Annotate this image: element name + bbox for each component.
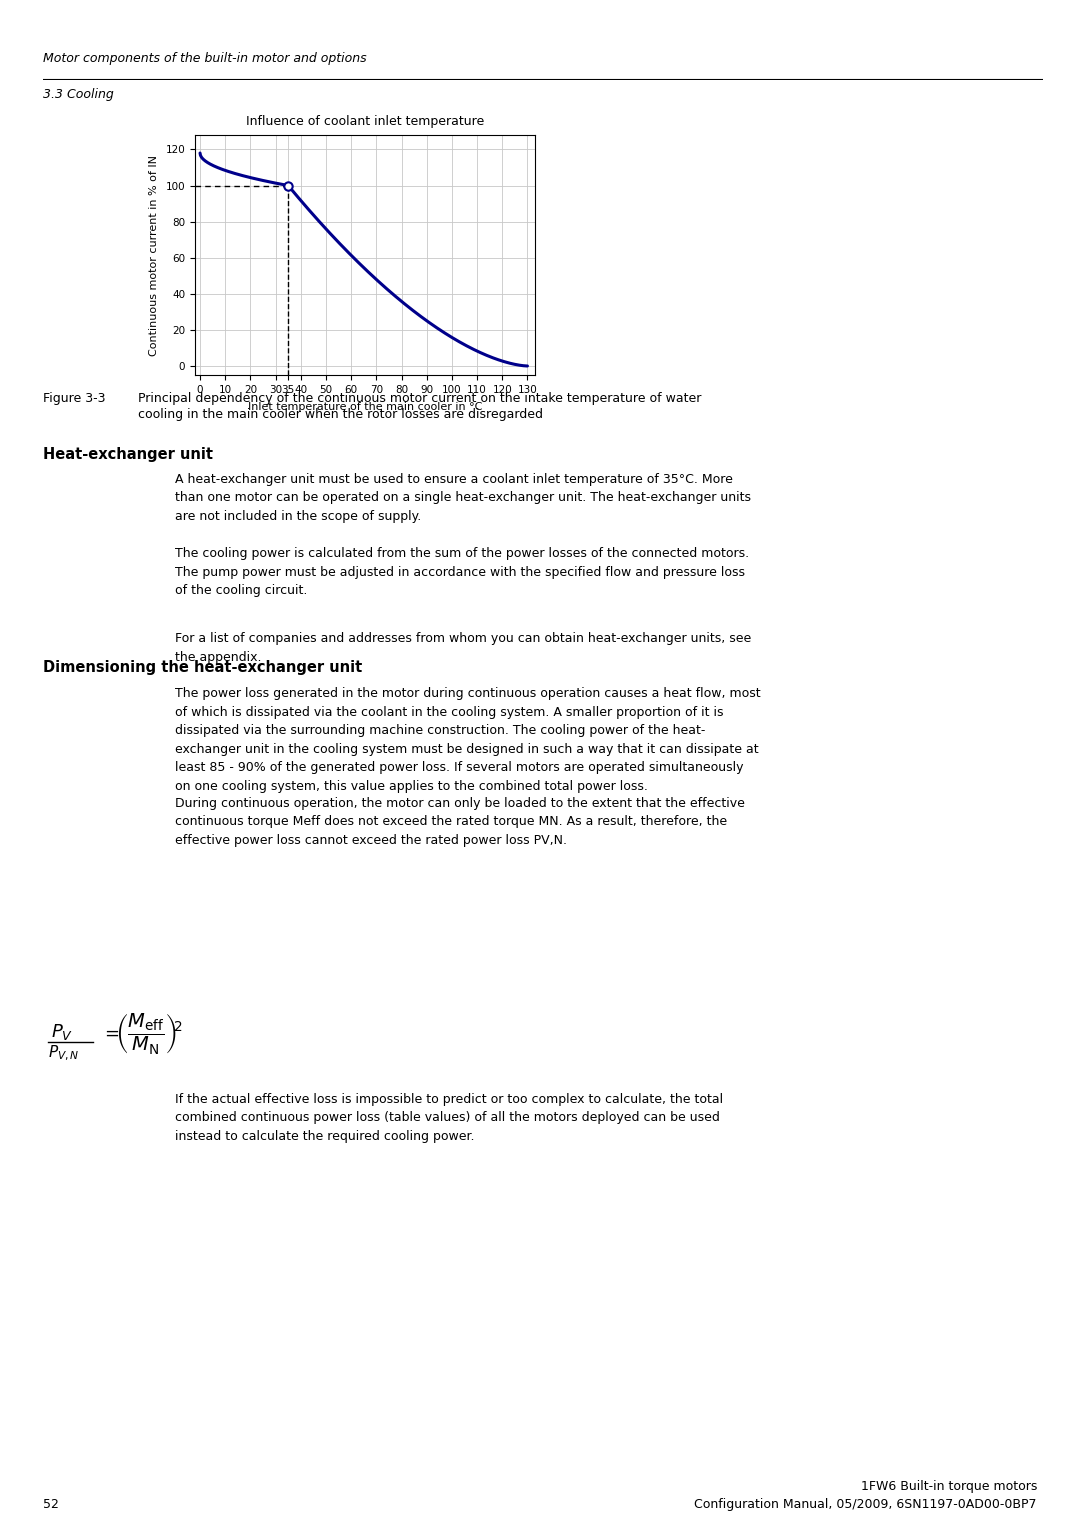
- Text: The cooling power is calculated from the sum of the power losses of the connecte: The cooling power is calculated from the…: [175, 548, 750, 597]
- Text: 52: 52: [43, 1498, 59, 1512]
- Text: Figure 3-3: Figure 3-3: [43, 392, 106, 405]
- Text: Heat-exchanger unit: Heat-exchanger unit: [43, 447, 213, 463]
- Text: A heat-exchanger unit must be used to ensure a coolant inlet temperature of 35°C: A heat-exchanger unit must be used to en…: [175, 473, 751, 524]
- Text: $=$: $=$: [102, 1025, 120, 1041]
- Text: $\left(\dfrac{M_\mathrm{eff}}{M_\mathrm{N}}\right)^{\!\!2}$: $\left(\dfrac{M_\mathrm{eff}}{M_\mathrm{…: [114, 1011, 183, 1055]
- Text: Configuration Manual, 05/2009, 6SN1197-0AD00-0BP7: Configuration Manual, 05/2009, 6SN1197-0…: [694, 1498, 1037, 1512]
- Text: Principal dependency of the continuous motor current on the intake temperature o: Principal dependency of the continuous m…: [138, 392, 701, 405]
- Text: $P_V$: $P_V$: [51, 1022, 73, 1041]
- Text: The power loss generated in the motor during continuous operation causes a heat : The power loss generated in the motor du…: [175, 687, 760, 793]
- Text: Motor components of the built-in motor and options: Motor components of the built-in motor a…: [43, 52, 366, 66]
- Text: 3.3 Cooling: 3.3 Cooling: [43, 89, 113, 101]
- Y-axis label: Continuous motor current in % of IN: Continuous motor current in % of IN: [149, 154, 159, 356]
- Text: During continuous operation, the motor can only be loaded to the extent that the: During continuous operation, the motor c…: [175, 797, 745, 847]
- Text: $P_{V,N}$: $P_{V,N}$: [48, 1044, 80, 1063]
- Text: If the actual effective loss is impossible to predict or too complex to calculat: If the actual effective loss is impossib…: [175, 1093, 724, 1144]
- Text: For a list of companies and addresses from whom you can obtain heat-exchanger un: For a list of companies and addresses fr…: [175, 632, 752, 664]
- Text: Dimensioning the heat-exchanger unit: Dimensioning the heat-exchanger unit: [43, 660, 362, 675]
- Title: Influence of coolant inlet temperature: Influence of coolant inlet temperature: [246, 115, 484, 128]
- Text: 1FW6 Built-in torque motors: 1FW6 Built-in torque motors: [861, 1480, 1037, 1493]
- Text: cooling in the main cooler when the rotor losses are disregarded: cooling in the main cooler when the roto…: [138, 408, 543, 421]
- X-axis label: Inlet temperature of the main cooler in °C: Inlet temperature of the main cooler in …: [247, 402, 482, 412]
